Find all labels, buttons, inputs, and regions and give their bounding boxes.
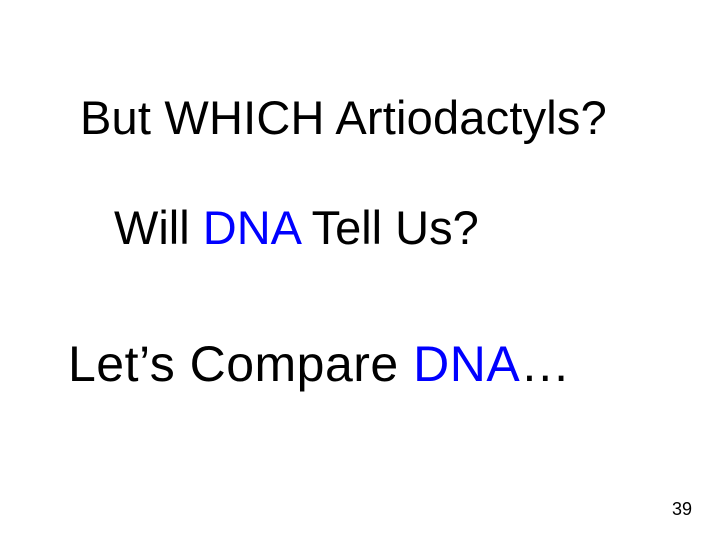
line2-accent: DNA [203, 201, 300, 254]
heading-line-1: But WHICH Artiodactyls? [80, 90, 607, 145]
line2-post: Tell Us? [299, 201, 478, 254]
slide: But WHICH Artiodactyls? Will DNA Tell Us… [0, 0, 720, 540]
line3-post: … [520, 336, 571, 392]
line3-pre: Let’s Compare [68, 336, 413, 392]
heading-line-2: Will DNA Tell Us? [114, 200, 479, 255]
line1-text: But WHICH Artiodactyls? [80, 91, 607, 144]
line3-accent: DNA [413, 336, 520, 392]
page-number: 39 [672, 499, 692, 520]
line2-pre: Will [114, 201, 203, 254]
heading-line-3: Let’s Compare DNA… [68, 335, 571, 393]
